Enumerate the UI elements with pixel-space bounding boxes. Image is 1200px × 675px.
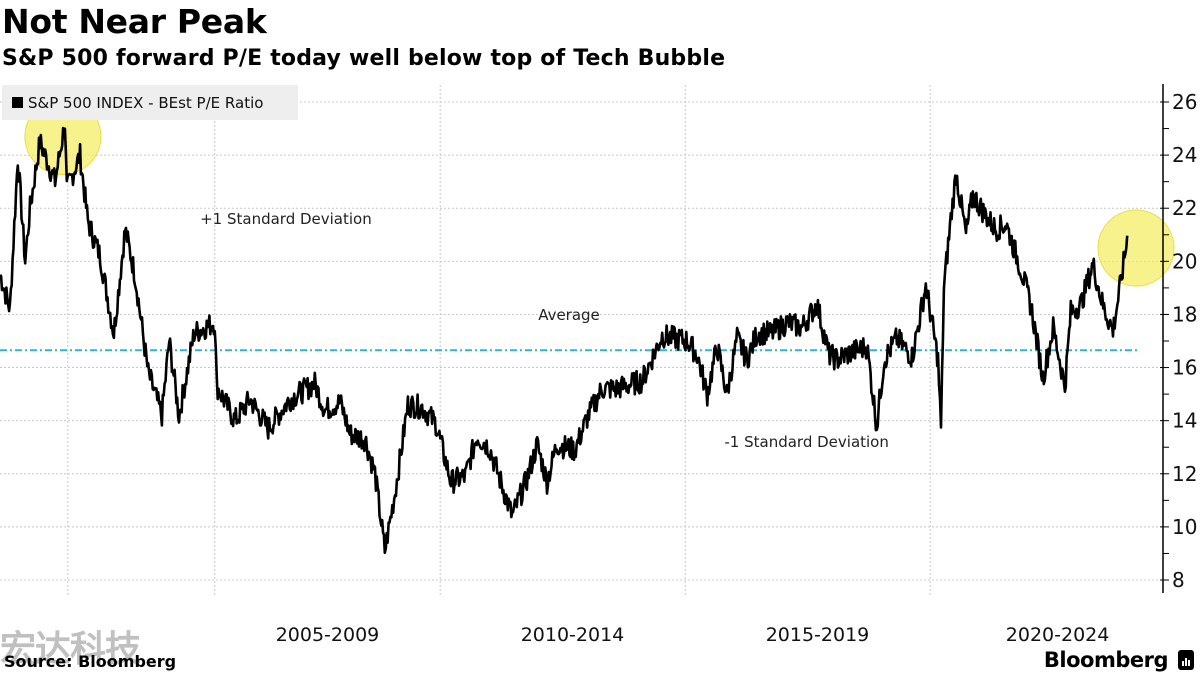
pe-ratio-line [0, 126, 1129, 555]
y-tick-label: 10 [1172, 515, 1197, 539]
x-axis: 2005-2009 2010-2014 2015-2019 2020-2024 [276, 624, 1110, 646]
y-tick-label: 14 [1172, 409, 1197, 433]
annotations: +1 Standard Deviation Average -1 Standard … [200, 210, 889, 451]
x-tick-label: 2010-2014 [521, 624, 625, 646]
highlight-circles [24, 98, 1175, 287]
x-tick-label: 2020-2024 [1006, 624, 1110, 646]
brand-logo: Bloomberg [1043, 648, 1169, 672]
pe-ratio-series [0, 126, 1129, 555]
y-tick-label: 18 [1172, 302, 1197, 326]
legend-swatch [12, 97, 23, 108]
x-tick-label: 2005-2009 [276, 624, 380, 646]
y-tick-label: 20 [1172, 249, 1197, 273]
y-tick-label: 16 [1172, 356, 1197, 380]
chart-subtitle: S&P 500 forward P/E today well below top… [2, 46, 726, 71]
legend-label: S&P 500 INDEX - BEst P/E Ratio [28, 93, 264, 112]
annotation-label: -1 Standard Deviation [724, 433, 888, 451]
y-tick-label: 22 [1172, 196, 1197, 220]
annotation-label: +1 Standard Deviation [200, 210, 372, 228]
annotation-label: Average [538, 306, 600, 324]
watermark: 宏达科技 [0, 629, 141, 670]
chart-title: Not Near Peak [2, 2, 267, 41]
legend: S&P 500 INDEX - BEst P/E Ratio [2, 85, 298, 120]
y-axis: 8 10 12 14 16 18 20 22 24 26 [1160, 84, 1197, 593]
y-tick-label: 12 [1172, 462, 1197, 486]
y-tick-label: 26 [1172, 90, 1197, 114]
source-note: Source: Bloomberg [4, 652, 177, 671]
bloomberg-terminal-icon [1178, 650, 1194, 670]
y-tick-label: 24 [1172, 143, 1197, 167]
gridlines [0, 85, 1160, 595]
y-tick-label: 8 [1172, 568, 1185, 592]
x-tick-label: 2015-2019 [766, 624, 870, 646]
highlight-circle [1097, 209, 1175, 287]
